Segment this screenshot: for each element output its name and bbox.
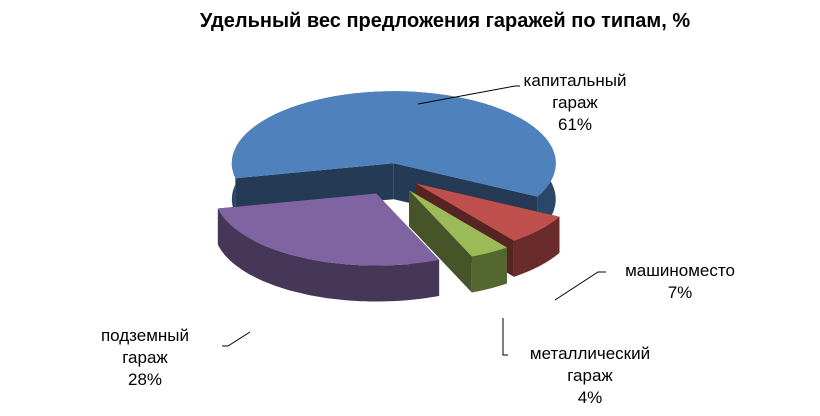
slice: [409, 190, 507, 293]
slice-side: [471, 247, 507, 293]
data-label: машиноместо 7%: [610, 260, 750, 304]
category-label: машиноместо: [625, 261, 735, 280]
category-label: капитальный гараж: [523, 71, 627, 112]
category-label: металлический гараж: [529, 344, 651, 385]
slice-side: [217, 208, 440, 302]
value-label: 7%: [667, 283, 693, 302]
data-label: подземный гараж 28%: [90, 325, 200, 391]
slice-side: [513, 216, 560, 277]
data-label: капитальный гараж 61%: [520, 70, 630, 136]
leader-line: [222, 331, 251, 347]
slice: [409, 190, 507, 257]
slice: [231, 91, 556, 197]
slice: [415, 183, 560, 241]
leader-line: [502, 318, 508, 356]
value-label: 4%: [577, 388, 603, 407]
leader-line: [417, 85, 520, 105]
category-label: подземный гараж: [100, 326, 190, 367]
slice: [217, 193, 440, 302]
slice-side: [409, 190, 472, 293]
data-label: металлический гараж 4%: [510, 343, 670, 409]
slice: [217, 193, 440, 266]
value-label: 28%: [127, 370, 163, 389]
value-label: 61%: [557, 115, 593, 134]
leader-line: [554, 271, 606, 301]
chart-title: Удельный вес предложения гаражей по типа…: [199, 10, 691, 32]
